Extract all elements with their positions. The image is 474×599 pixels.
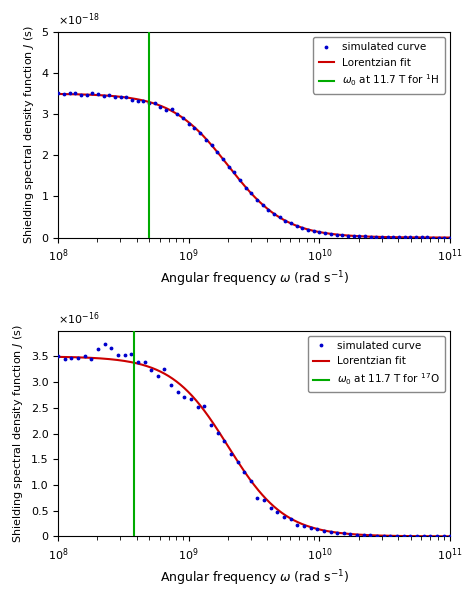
simulated curve [308,525,313,532]
Lorentzian fit [55,90,61,98]
simulated curve [180,114,186,122]
simulated curve [55,90,61,97]
Lorentzian fit [283,217,289,225]
Lorentzian fit [79,354,85,361]
simulated curve [188,395,194,403]
Y-axis label: Shielding spectral density function $J$ (s): Shielding spectral density function $J$ … [11,324,25,543]
Line: simulated curve: simulated curve [56,90,453,240]
simulated curve [73,89,78,96]
simulated curve [391,234,396,241]
Text: $\times 10^{-18}$: $\times 10^{-18}$ [58,11,100,28]
simulated curve [195,403,201,410]
Lorentzian fit [447,234,453,241]
simulated curve [112,93,118,101]
Lorentzian fit [293,518,299,525]
simulated curve [447,533,453,540]
Line: Lorentzian fit: Lorentzian fit [58,94,450,238]
Lorentzian fit [293,222,299,229]
Legend: simulated curve, Lorentzian fit, $\omega_0$ at 11.7 T for $^1$H: simulated curve, Lorentzian fit, $\omega… [313,37,445,93]
Lorentzian fit [305,522,311,530]
Lorentzian fit [283,512,289,519]
Lorentzian fit [305,226,311,233]
simulated curve [396,234,402,241]
Lorentzian fit [353,531,358,538]
simulated curve [152,100,157,107]
Lorentzian fit [393,234,399,241]
simulated curve [162,365,167,373]
simulated curve [102,341,108,348]
Lorentzian fit [393,533,399,540]
simulated curve [55,353,61,360]
Lorentzian fit [447,533,453,540]
Lorentzian fit [55,353,61,361]
simulated curve [128,350,134,357]
Line: Lorentzian fit: Lorentzian fit [58,357,450,536]
Lorentzian fit [353,232,358,240]
Y-axis label: Shielding spectral density function $J$ (s): Shielding spectral density function $J$ … [22,25,36,244]
simulated curve [447,234,453,241]
simulated curve [175,388,181,395]
Text: $\times 10^{-16}$: $\times 10^{-16}$ [58,310,100,326]
X-axis label: Angular frequency $\omega$ (rad s$^{-1}$): Angular frequency $\omega$ (rad s$^{-1}$… [160,568,349,588]
simulated curve [277,214,283,221]
Line: simulated curve: simulated curve [56,342,453,539]
Lorentzian fit [79,91,85,98]
X-axis label: Angular frequency $\omega$ (rad s$^{-1}$): Angular frequency $\omega$ (rad s$^{-1}$… [160,270,349,289]
Legend: simulated curve, Lorentzian fit, $\omega_0$ at 11.7 T for $^{17}$O: simulated curve, Lorentzian fit, $\omega… [308,336,445,392]
